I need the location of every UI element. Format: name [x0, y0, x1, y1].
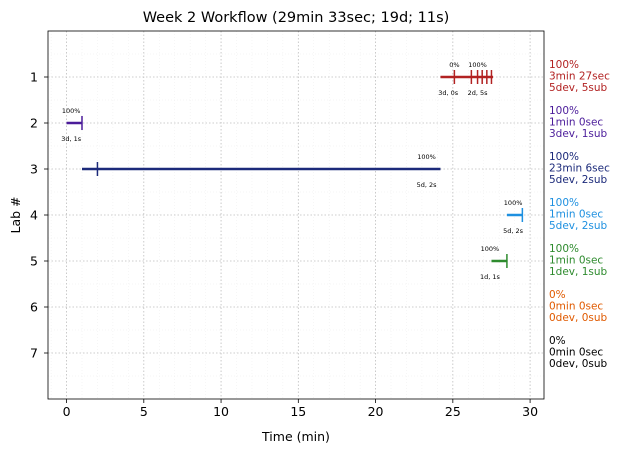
lab-6-summary-line: 0%	[549, 289, 566, 301]
lab-5-summary-line: 1dev, 1sub	[549, 266, 608, 278]
lab-4-progress-label: 100%	[504, 199, 523, 207]
grid	[48, 31, 544, 399]
axes: 0 5 10 15 20 25 30 1 2 3 4 5 6 7	[30, 70, 538, 420]
lab-1-summary-line: 100%	[549, 59, 579, 71]
y-tick-label: 1	[30, 70, 38, 85]
x-tick-label: 25	[445, 404, 461, 419]
lab-2-summary-line: 3dev, 1sub	[549, 128, 608, 140]
chart-title: Week 2 Workflow (29min 33sec; 19d; 11s)	[143, 10, 450, 26]
lab-4-summary-line: 5dev, 2sub	[549, 220, 608, 232]
lab-3-summary-line: 5dev, 2sub	[549, 174, 608, 186]
lab-3-summary-line: 100%	[549, 151, 579, 163]
lab-1-duration-label: 2d, 5s	[468, 89, 489, 97]
lab-4-summary-line: 1min 0sec	[549, 209, 603, 221]
x-axis-label: Time (min)	[261, 429, 330, 444]
lab-6-summary-line: 0min 0sec	[549, 301, 603, 313]
lab-7-summary-line: 0%	[549, 335, 566, 347]
lab-4-summary-line: 100%	[549, 197, 579, 209]
lab-7-summary-line: 0dev, 0sub	[549, 358, 608, 370]
y-tick-label: 6	[30, 300, 38, 315]
x-tick-label: 5	[140, 404, 148, 419]
lab-7-summary-line: 0min 0sec	[549, 347, 603, 359]
y-tick-label: 2	[30, 116, 38, 131]
lab-2-summary-line: 100%	[549, 105, 579, 117]
lab-5-summary-line: 1min 0sec	[549, 255, 603, 267]
lab-1-progress-label: 100%	[468, 61, 487, 69]
x-tick-label: 15	[290, 404, 306, 419]
lab-4-duration-label: 5d, 2s	[503, 227, 524, 235]
lab-3-progress-label: 100%	[417, 153, 436, 161]
lab-3-duration-label: 5d, 2s	[417, 181, 438, 189]
lab-1-summary-line: 5dev, 5sub	[549, 82, 608, 94]
lab-3-summary-line: 23min 6sec	[549, 163, 610, 175]
lab-5-summary-line: 100%	[549, 243, 579, 255]
lab-2-progress-label: 100%	[62, 107, 81, 115]
y-tick-label: 4	[30, 208, 38, 223]
y-axis-label: Lab #	[8, 196, 23, 233]
lab-1-progress-label: 0%	[449, 61, 459, 69]
x-tick-label: 0	[63, 404, 71, 419]
lab-1-summary-line: 3min 27sec	[549, 71, 610, 83]
x-tick-label: 10	[213, 404, 229, 419]
y-tick-label: 5	[30, 254, 38, 269]
y-tick-label: 3	[30, 162, 38, 177]
lab-5-duration-label: 1d, 1s	[480, 273, 501, 281]
lab-1-duration-label: 3d, 0s	[438, 89, 459, 97]
x-tick-label: 20	[368, 404, 384, 419]
chart-marks: 0% 100% 3d, 0s 2d, 5s 100% 3d, 1s 100% 5d, 2s 10…	[61, 61, 523, 281]
lab-2-duration-label: 3d, 1s	[61, 135, 82, 143]
lab-2-summary-line: 1min 0sec	[549, 117, 603, 129]
lab-6-summary-line: 0dev, 0sub	[549, 312, 608, 324]
lab-5-progress-label: 100%	[481, 245, 500, 253]
y-tick-label: 7	[30, 346, 38, 361]
x-tick-label: 30	[522, 404, 538, 419]
